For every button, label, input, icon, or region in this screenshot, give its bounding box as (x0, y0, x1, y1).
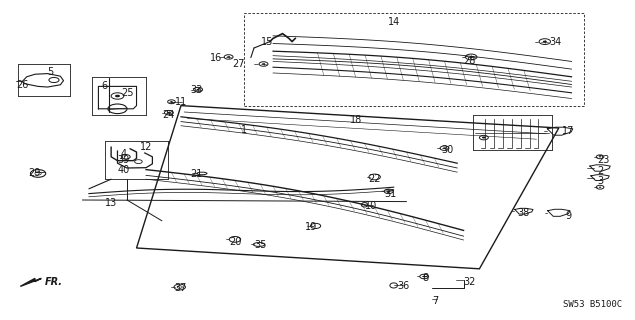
Circle shape (115, 95, 120, 97)
Text: 19: 19 (305, 222, 318, 232)
Text: 20: 20 (229, 236, 241, 247)
Text: 40: 40 (117, 164, 130, 175)
Text: 35: 35 (254, 240, 267, 250)
Text: 24: 24 (162, 110, 175, 120)
Text: 6: 6 (102, 81, 108, 92)
Text: 17: 17 (562, 126, 575, 136)
Text: 5: 5 (48, 67, 54, 77)
Circle shape (387, 191, 390, 192)
Text: 39: 39 (117, 155, 130, 165)
Text: SW53 B5100C: SW53 B5100C (563, 300, 622, 309)
Text: 36: 36 (397, 281, 410, 292)
Circle shape (262, 63, 265, 65)
Text: 2: 2 (597, 166, 603, 176)
Circle shape (168, 112, 170, 113)
Circle shape (543, 41, 547, 43)
Text: 23: 23 (597, 155, 610, 165)
Text: 4: 4 (121, 148, 127, 159)
Text: 25: 25 (121, 88, 133, 98)
Text: 3: 3 (597, 176, 603, 186)
Text: 32: 32 (464, 276, 476, 287)
Text: 14: 14 (387, 17, 400, 28)
Circle shape (482, 137, 486, 139)
Circle shape (227, 56, 230, 58)
Text: 21: 21 (190, 169, 203, 180)
Text: 10: 10 (365, 201, 378, 212)
Text: 15: 15 (260, 36, 273, 47)
Text: 27: 27 (232, 59, 244, 69)
Text: 22: 22 (368, 174, 381, 184)
Text: 31: 31 (384, 188, 397, 199)
Text: 12: 12 (140, 142, 152, 152)
Text: 1: 1 (241, 124, 248, 135)
Text: 9: 9 (565, 211, 572, 221)
Text: 34: 34 (549, 36, 562, 47)
Circle shape (170, 101, 173, 102)
Circle shape (469, 56, 473, 58)
Text: 7: 7 (432, 296, 438, 306)
Circle shape (599, 187, 601, 188)
Circle shape (599, 156, 601, 157)
Circle shape (443, 148, 446, 149)
Text: 26: 26 (16, 80, 29, 90)
Text: 16: 16 (210, 52, 222, 63)
Text: 13: 13 (105, 198, 117, 208)
Text: 11: 11 (175, 97, 187, 108)
Text: 18: 18 (349, 115, 362, 125)
Circle shape (197, 89, 199, 90)
Text: FR.: FR. (44, 277, 62, 287)
Text: 29: 29 (29, 168, 41, 178)
Text: 28: 28 (464, 56, 476, 66)
Polygon shape (20, 278, 41, 286)
Text: 8: 8 (422, 273, 429, 284)
Text: 37: 37 (175, 283, 187, 293)
Circle shape (423, 276, 425, 277)
Text: 38: 38 (518, 208, 530, 218)
Text: 30: 30 (441, 145, 454, 156)
Text: 33: 33 (190, 84, 203, 95)
